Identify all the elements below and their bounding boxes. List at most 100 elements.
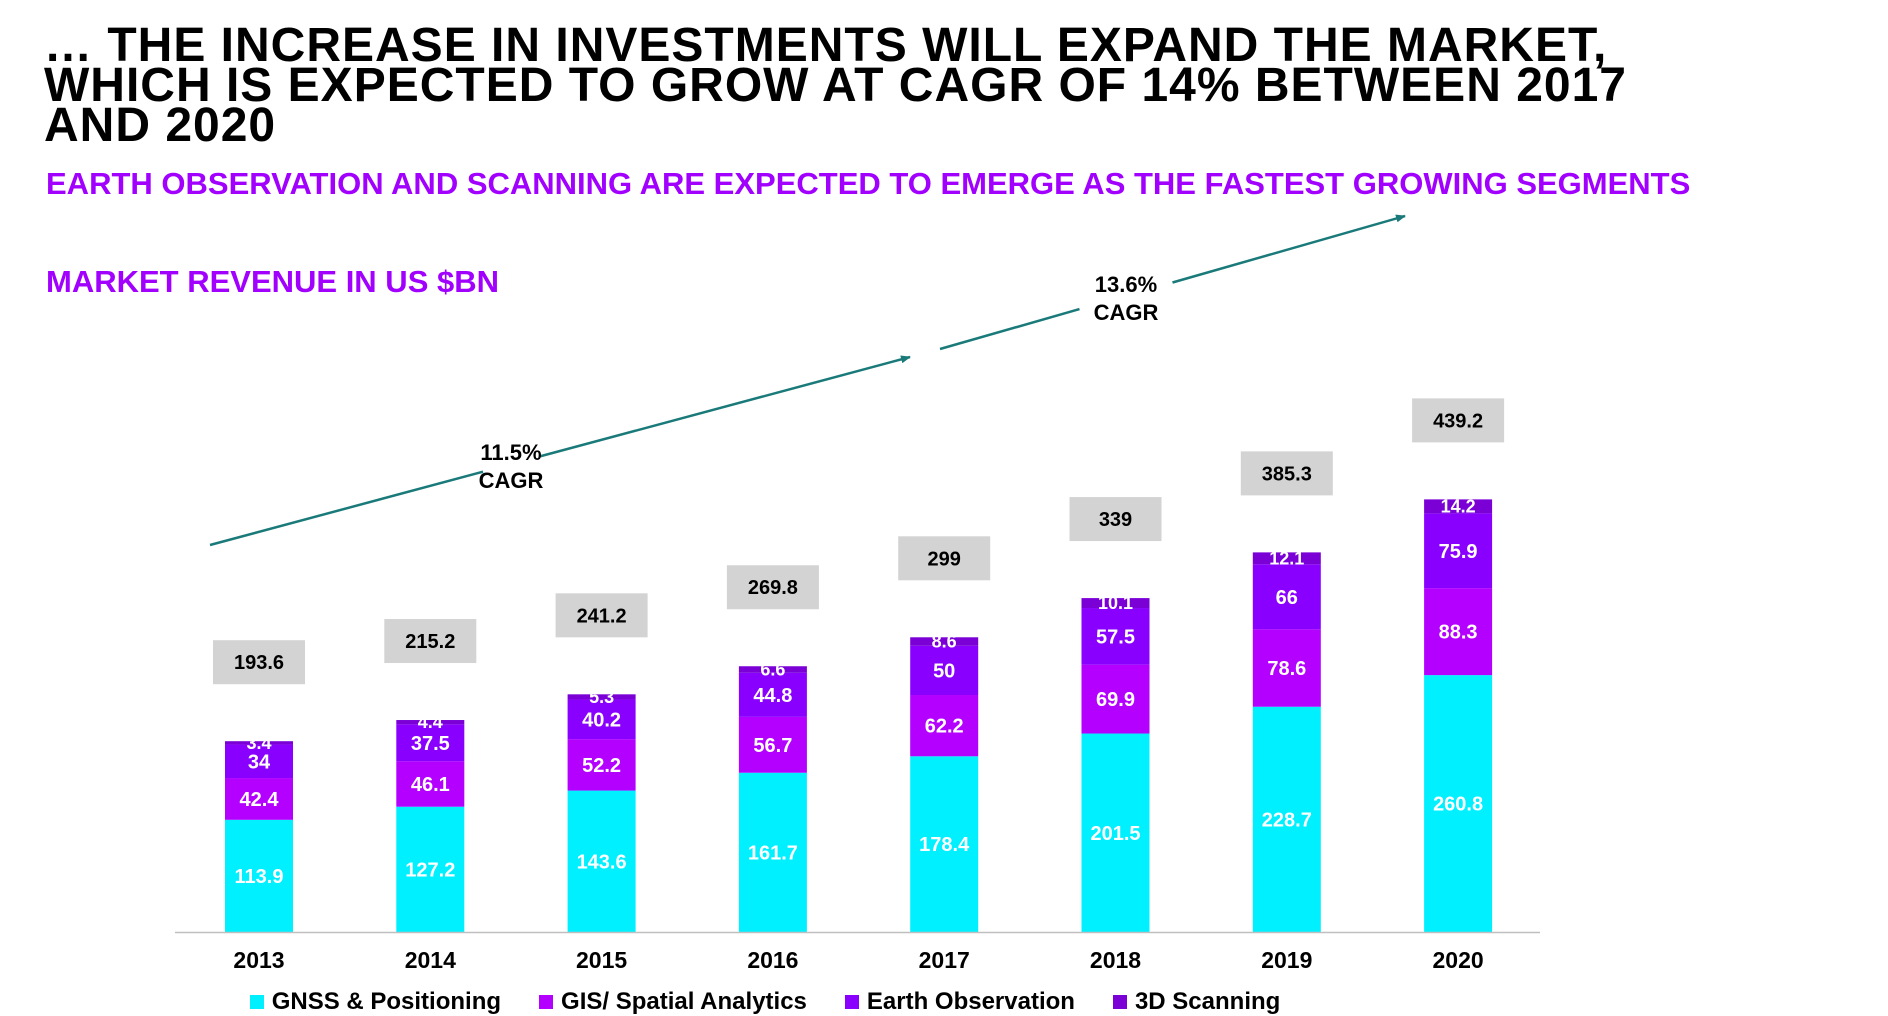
total-box-2017 bbox=[898, 536, 991, 581]
bar-gnss-2017 bbox=[910, 756, 979, 932]
total-label-2020: 439.2 bbox=[1433, 410, 1483, 432]
total-box-2013 bbox=[213, 640, 305, 685]
bar-gnss-2020 bbox=[1424, 675, 1493, 932]
x-tick-label-2013: 2013 bbox=[233, 947, 284, 973]
data-label-gnss-2020: 260.8 bbox=[1433, 794, 1483, 816]
bar-scan-2019 bbox=[1252, 552, 1321, 565]
data-label-scan-2013: 3.4 bbox=[246, 733, 271, 753]
data-label-gis-2015: 52.2 bbox=[582, 755, 621, 777]
data-label-earth-2015: 40.2 bbox=[582, 709, 621, 731]
bar-gis-2014 bbox=[396, 761, 465, 807]
legend-label-gnss: GNSS & Positioning bbox=[271, 988, 502, 1015]
legend-swatch-3d-scanning bbox=[1112, 995, 1127, 1009]
total-label-2019: 385.3 bbox=[1262, 463, 1312, 485]
data-label-earth-2013: 34 bbox=[248, 751, 271, 773]
bar-earth-2018 bbox=[1081, 608, 1150, 665]
bar-gnss-2019 bbox=[1252, 706, 1321, 932]
bar-gis-2020 bbox=[1424, 588, 1493, 676]
legend-item-gnss: GNSS & Positioning bbox=[249, 988, 502, 1016]
x-tick-label-2015: 2015 bbox=[576, 947, 627, 973]
data-label-gis-2014: 46.1 bbox=[411, 774, 450, 796]
data-label-earth-2019: 66 bbox=[1276, 587, 1298, 609]
data-label-gnss-2015: 143.6 bbox=[577, 851, 627, 873]
bar-gnss-2016 bbox=[738, 772, 807, 932]
cagr-label-2-value: 13.6% bbox=[1095, 272, 1157, 297]
bar-gis-2016 bbox=[738, 716, 807, 773]
headline: … THE INCREASE IN INVESTMENTS WILL EXPAN… bbox=[44, 19, 1844, 152]
cagr-arrow-2-start bbox=[939, 307, 1080, 351]
bar-scan-2017 bbox=[910, 637, 979, 646]
bar-earth-2016 bbox=[738, 672, 807, 717]
data-label-gnss-2017: 178.4 bbox=[919, 834, 970, 856]
legend-item-earth-observation: Earth Observation bbox=[844, 988, 1075, 1016]
x-tick-label-2014: 2014 bbox=[405, 947, 456, 973]
bar-gnss-2018 bbox=[1081, 733, 1150, 932]
bar-gnss-2013 bbox=[225, 819, 293, 932]
data-label-gnss-2013: 113.9 bbox=[235, 866, 284, 888]
data-label-scan-2016: 6.6 bbox=[760, 659, 785, 679]
data-label-gis-2019: 78.6 bbox=[1267, 658, 1306, 680]
bar-scan-2018 bbox=[1081, 598, 1150, 609]
bar-gis-2017 bbox=[910, 695, 979, 757]
data-label-gis-2020: 88.3 bbox=[1439, 622, 1478, 644]
x-tick-label-2019: 2019 bbox=[1261, 947, 1312, 973]
data-label-earth-2018: 57.5 bbox=[1096, 626, 1135, 648]
annotation-layer: 11.5% CAGR 13.6% CAGR bbox=[209, 214, 1406, 547]
subtitle: EARTH OBSERVATION AND SCANNING ARE EXPEC… bbox=[46, 166, 1691, 201]
bar-scan-2016 bbox=[738, 666, 807, 673]
headline-line-2: WHICH IS EXPECTED TO GROW AT CAGR OF 14%… bbox=[44, 59, 1627, 112]
bar-gis-2013 bbox=[225, 778, 293, 820]
legend-label-gis: GIS/ Spatial Analytics bbox=[561, 988, 807, 1015]
x-tick-label-2020: 2020 bbox=[1433, 947, 1484, 973]
data-label-gis-2017: 62.2 bbox=[925, 716, 964, 738]
cagr-arrow-2-end bbox=[1172, 214, 1406, 284]
cagr-arrow-1-start bbox=[209, 470, 484, 547]
bar-scan-2013 bbox=[225, 741, 293, 745]
bar-gis-2015 bbox=[567, 739, 636, 791]
headline-line-3: AND 2020 bbox=[44, 99, 277, 152]
bar-earth-2017 bbox=[910, 645, 979, 696]
bar-earth-2014 bbox=[396, 724, 465, 762]
data-label-scan-2015: 5.3 bbox=[589, 687, 614, 707]
data-label-gis-2016: 56.7 bbox=[753, 735, 792, 757]
labels-layer: 113.9 42.4 343.4 193.6 2013 127.2 46.1 37.54.4 2… bbox=[213, 398, 1505, 973]
total-label-2018: 339 bbox=[1099, 509, 1132, 531]
data-label-earth-2020: 75.9 bbox=[1439, 541, 1478, 563]
bar-gis-2019 bbox=[1252, 629, 1321, 707]
legend: GNSS & Positioning GIS/ Spatial Analytic… bbox=[0, 988, 1530, 1016]
legend-swatch-earth-observation bbox=[844, 995, 859, 1009]
cagr-arrow-1-end bbox=[538, 355, 911, 458]
bar-earth-2020 bbox=[1424, 513, 1493, 589]
bars-layer bbox=[175, 499, 1540, 934]
bar-scan-2020 bbox=[1424, 499, 1493, 514]
headline-line-1: … THE INCREASE IN INVESTMENTS WILL EXPAN… bbox=[44, 19, 1608, 72]
total-box-2016 bbox=[726, 565, 819, 610]
data-label-gnss-2014: 127.2 bbox=[405, 859, 455, 881]
data-label-scan-2018: 10.1 bbox=[1098, 593, 1133, 613]
data-label-gnss-2016: 161.7 bbox=[748, 842, 798, 864]
bar-gis-2018 bbox=[1081, 664, 1150, 734]
data-label-scan-2019: 12.1 bbox=[1269, 548, 1304, 568]
data-label-scan-2014: 4.4 bbox=[418, 712, 443, 732]
x-tick-label-2018: 2018 bbox=[1090, 947, 1141, 973]
total-box-2018 bbox=[1069, 497, 1162, 542]
legend-item-3d-scanning: 3D Scanning bbox=[1112, 988, 1280, 1016]
bar-scan-2014 bbox=[396, 720, 465, 725]
x-tick-label-2017: 2017 bbox=[919, 947, 970, 973]
data-label-scan-2020: 14.2 bbox=[1441, 496, 1476, 516]
data-label-earth-2014: 37.5 bbox=[411, 733, 450, 755]
data-label-gnss-2019: 228.7 bbox=[1262, 809, 1312, 831]
unit-label: MARKET REVENUE IN US $BN bbox=[46, 264, 499, 299]
bar-scan-2015 bbox=[567, 694, 636, 700]
bar-earth-2019 bbox=[1252, 564, 1321, 630]
legend-label-earth-observation: Earth Observation bbox=[866, 988, 1075, 1015]
total-box-2015 bbox=[555, 593, 648, 638]
bar-gnss-2014 bbox=[396, 806, 465, 932]
total-label-2017: 299 bbox=[928, 548, 961, 570]
total-box-2020 bbox=[1412, 398, 1505, 443]
legend-item-gis: GIS/ Spatial Analytics bbox=[539, 988, 807, 1016]
total-label-2016: 269.8 bbox=[748, 577, 798, 599]
data-label-gnss-2018: 201.5 bbox=[1090, 823, 1140, 845]
cagr-label-1-text: CAGR bbox=[479, 468, 544, 493]
